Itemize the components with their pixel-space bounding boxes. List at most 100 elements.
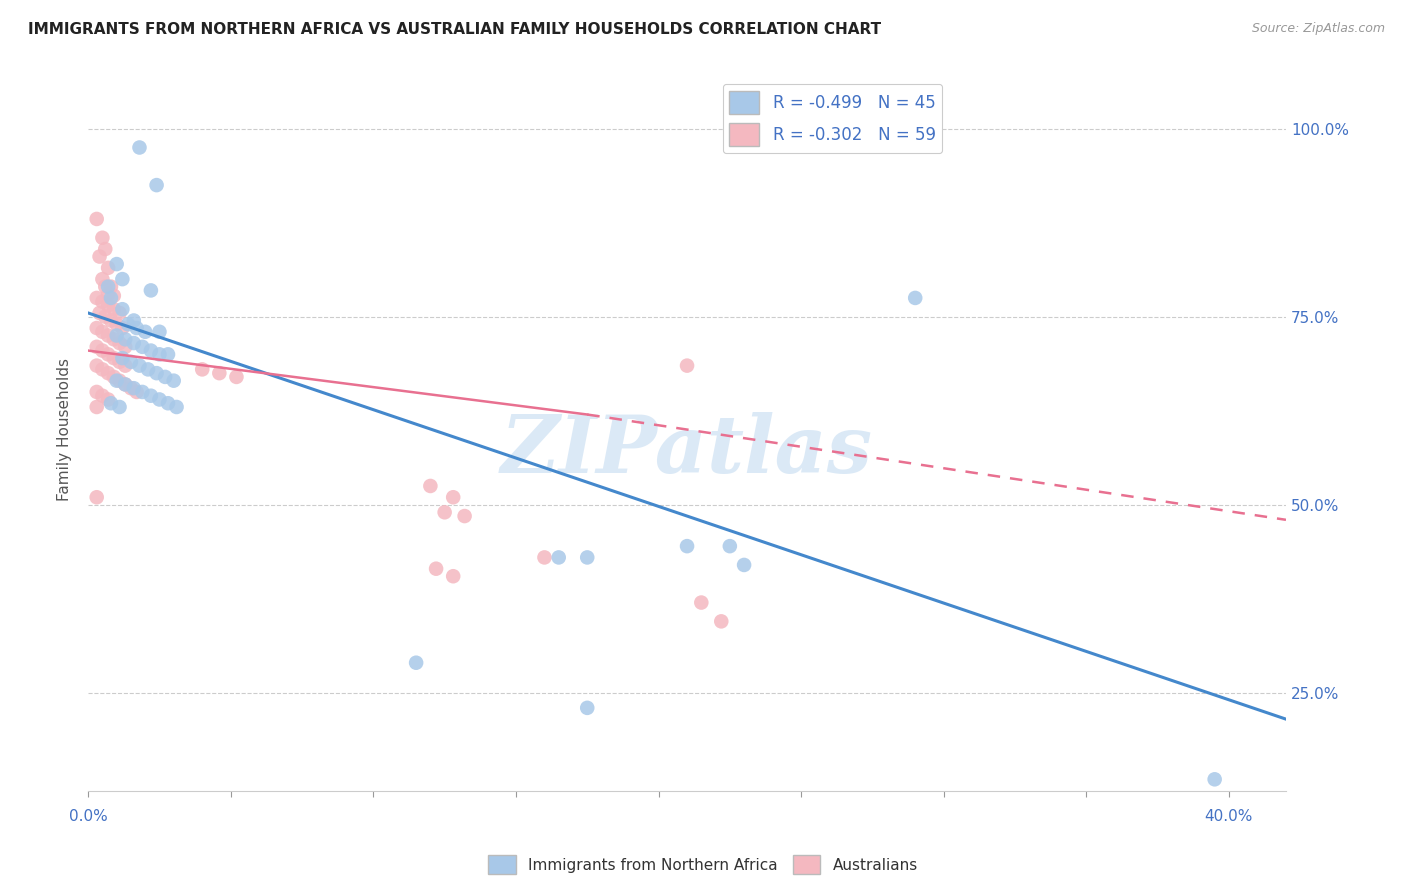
Point (91, 325, 114, 339)
Point (139, 389, 162, 403)
Point (139, 284, 162, 298)
Point (94, 310, 117, 324)
Point (97, 328, 120, 343)
Legend: R = -0.499   N = 45, R = -0.302   N = 59: R = -0.499 N = 45, R = -0.302 N = 59 (723, 84, 942, 153)
Point (105, 328, 128, 343)
Point (576, 550, 599, 565)
Point (576, 701, 599, 715)
Point (676, 539, 699, 553)
Point (97, 366, 120, 380)
Point (533, 550, 555, 565)
Point (103, 302, 125, 317)
Point (718, 539, 741, 553)
Point (108, 336, 131, 351)
Text: ZIPatlas: ZIPatlas (501, 412, 873, 490)
Point (425, 562, 447, 576)
Point (131, 340, 153, 354)
Point (105, 374, 128, 388)
Point (125, 384, 148, 399)
Point (156, 396, 179, 410)
Point (86, 340, 108, 354)
Point (103, 351, 125, 365)
Point (86, 291, 108, 305)
Point (108, 306, 131, 320)
Point (148, 392, 170, 407)
Legend: Immigrants from Northern Africa, Australians: Immigrants from Northern Africa, Austral… (482, 849, 924, 880)
Point (86, 490, 108, 504)
Point (103, 370, 125, 384)
Point (111, 302, 134, 317)
Point (405, 656, 427, 670)
Point (125, 321, 148, 335)
Point (111, 272, 134, 286)
Point (148, 325, 170, 339)
Text: 0.0%: 0.0% (69, 809, 107, 824)
Point (108, 355, 131, 369)
Point (94, 279, 117, 293)
Point (166, 400, 188, 414)
Point (453, 509, 475, 524)
Point (136, 362, 159, 376)
Point (114, 377, 136, 392)
Point (153, 370, 176, 384)
Point (163, 374, 186, 388)
Point (91, 362, 114, 376)
Point (97, 347, 120, 361)
Point (191, 362, 214, 376)
Point (122, 313, 145, 327)
Text: IMMIGRANTS FROM NORTHERN AFRICA VS AUSTRALIAN FAMILY HOUSEHOLDS CORRELATION CHAR: IMMIGRANTS FROM NORTHERN AFRICA VS AUSTR… (28, 22, 882, 37)
Point (904, 291, 927, 305)
Point (97, 279, 120, 293)
Point (120, 355, 142, 369)
Point (547, 550, 569, 565)
Point (433, 505, 456, 519)
Point (108, 374, 131, 388)
Point (441, 490, 464, 504)
Point (120, 381, 142, 395)
Point (114, 340, 136, 354)
Point (419, 479, 441, 493)
Point (100, 313, 122, 327)
Point (139, 343, 162, 358)
Point (89, 250, 111, 264)
Point (105, 257, 128, 271)
Point (225, 370, 247, 384)
Point (94, 242, 117, 256)
Point (86, 321, 108, 335)
Point (100, 279, 122, 293)
Point (91, 343, 114, 358)
Point (128, 140, 150, 154)
Point (441, 569, 464, 583)
Point (86, 359, 108, 373)
Point (91, 294, 114, 309)
Point (91, 231, 114, 245)
Point (100, 291, 122, 305)
Point (97, 298, 120, 312)
Point (103, 332, 125, 346)
Point (148, 347, 170, 361)
Point (91, 272, 114, 286)
Text: Source: ZipAtlas.com: Source: ZipAtlas.com (1251, 22, 1385, 36)
Point (134, 325, 156, 339)
Point (114, 377, 136, 392)
Point (710, 615, 733, 629)
Point (156, 347, 179, 361)
Point (114, 332, 136, 346)
Point (91, 389, 114, 403)
Point (97, 260, 120, 275)
Point (114, 359, 136, 373)
Point (208, 366, 231, 380)
Point (145, 178, 167, 193)
Point (122, 381, 145, 395)
Point (100, 396, 122, 410)
Point (97, 287, 120, 301)
Point (117, 318, 139, 332)
Point (676, 359, 699, 373)
Point (733, 558, 755, 572)
Point (122, 336, 145, 351)
Text: 40.0%: 40.0% (1205, 809, 1253, 824)
Point (145, 366, 167, 380)
Point (89, 306, 111, 320)
Point (105, 318, 128, 332)
Point (97, 392, 120, 407)
